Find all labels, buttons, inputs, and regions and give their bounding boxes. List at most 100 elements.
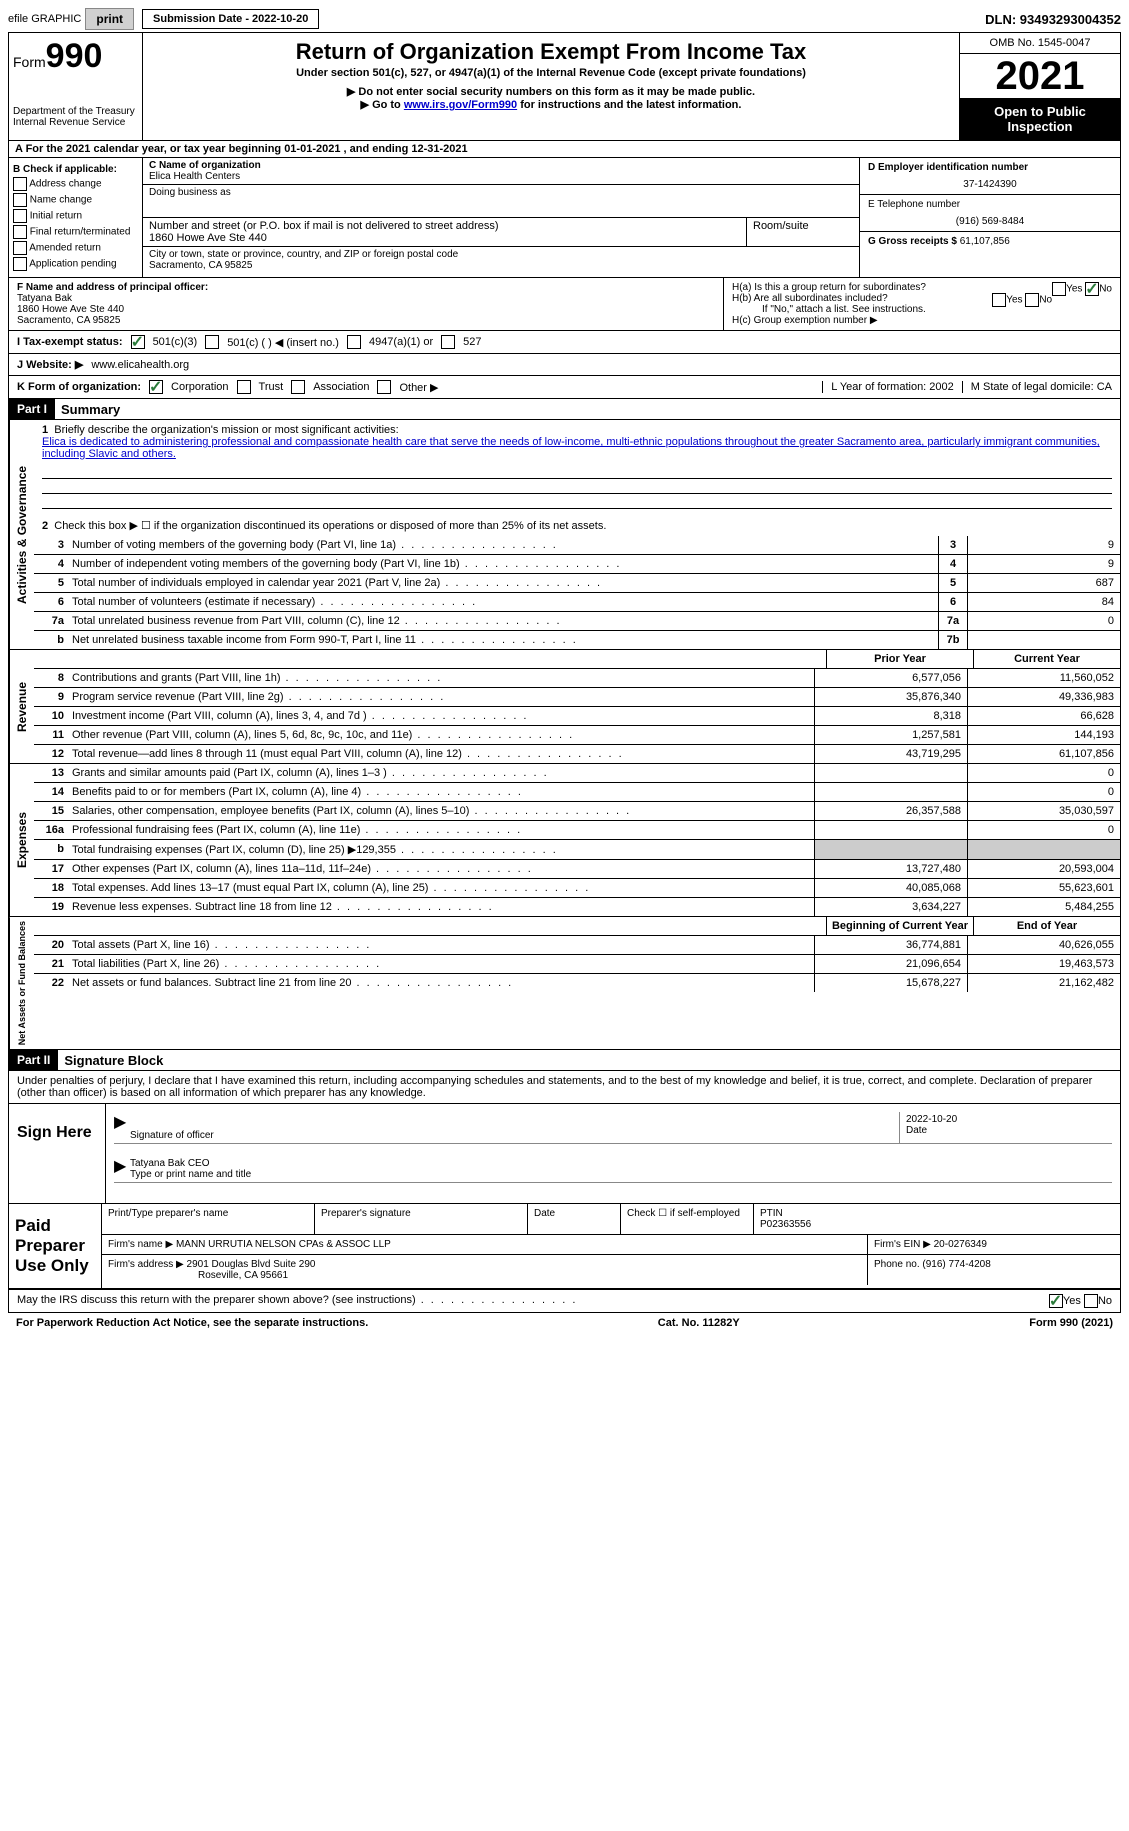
cb-trust[interactable] — [237, 380, 251, 394]
summary-line: 11Other revenue (Part VIII, column (A), … — [34, 726, 1120, 745]
org-city: Sacramento, CA 95825 — [149, 260, 853, 271]
cb-name-change[interactable] — [13, 193, 27, 207]
omb-number: OMB No. 1545-0047 — [960, 33, 1120, 54]
firm-addr1: 2901 Douglas Blvd Suite 290 — [187, 1259, 316, 1270]
sig-date: 2022-10-20 — [906, 1114, 1106, 1125]
cb-final[interactable] — [13, 225, 27, 239]
cb-discuss-no[interactable] — [1084, 1294, 1098, 1308]
line2-text: Check this box ▶ ☐ if the organization d… — [54, 520, 606, 532]
netassets-label: Net Assets or Fund Balances — [9, 917, 34, 1049]
tax-status-label: I Tax-exempt status: — [17, 336, 123, 348]
rev-header: Prior Year Current Year — [34, 650, 1120, 669]
row-j: J Website: ▶ www.elicahealth.org — [9, 354, 1120, 376]
activities-label: Activities & Governance — [9, 420, 34, 649]
summary-line: 19Revenue less expenses. Subtract line 1… — [34, 898, 1120, 916]
preparer-section: Paid Preparer Use Only Print/Type prepar… — [9, 1204, 1120, 1289]
firm-phone: (916) 774-4208 — [922, 1259, 990, 1270]
firm-name: MANN URRUTIA NELSON CPAs & ASSOC LLP — [176, 1239, 391, 1250]
firm-phone-label: Phone no. — [874, 1259, 920, 1270]
website-value: www.elicahealth.org — [91, 359, 189, 371]
summary-line: bTotal fundraising expenses (Part IX, co… — [34, 840, 1120, 860]
summary-line: 3Number of voting members of the governi… — [34, 536, 1120, 555]
state-domicile: M State of legal domicile: CA — [962, 381, 1112, 393]
note-ssn: ▶ Do not enter social security numbers o… — [151, 85, 951, 98]
firm-ein-label: Firm's EIN ▶ — [874, 1239, 931, 1250]
prior-year-h: Prior Year — [826, 650, 973, 668]
mission-text: Elica is dedicated to administering prof… — [42, 436, 1100, 460]
summary-line: 16aProfessional fundraising fees (Part I… — [34, 821, 1120, 840]
lbl-initial: Initial return — [30, 211, 82, 222]
lbl-name-change: Name change — [30, 195, 92, 206]
cb-4947[interactable] — [347, 335, 361, 349]
part2-header-row: Part II Signature Block — [9, 1050, 1120, 1071]
phone-label: E Telephone number — [868, 199, 1112, 210]
activities-section: Activities & Governance 1 Briefly descri… — [9, 420, 1120, 650]
summary-line: 6Total number of volunteers (estimate if… — [34, 593, 1120, 612]
cb-assoc[interactable] — [291, 380, 305, 394]
cb-hb-yes[interactable] — [992, 293, 1006, 307]
cb-corp[interactable] — [149, 380, 163, 394]
sign-here-label: Sign Here — [9, 1104, 106, 1203]
inspection-label: Open to Public Inspection — [960, 98, 1120, 140]
opt-4947: 4947(a)(1) or — [369, 336, 433, 348]
form-subtitle: Under section 501(c), 527, or 4947(a)(1)… — [151, 67, 951, 79]
revenue-section: Revenue Prior Year Current Year 8Contrib… — [9, 650, 1120, 764]
header-left: Form990 Department of the Treasury Inter… — [9, 33, 143, 140]
addr-label: Number and street (or P.O. box if mail i… — [149, 220, 740, 232]
summary-line: 15Salaries, other compensation, employee… — [34, 802, 1120, 821]
org-name-label: C Name of organization — [149, 160, 853, 171]
cb-initial[interactable] — [13, 209, 27, 223]
header-center: Return of Organization Exempt From Incom… — [143, 33, 959, 140]
ptin-value: P02363556 — [760, 1219, 811, 1230]
cb-hb-no[interactable] — [1025, 293, 1039, 307]
cb-501c[interactable] — [205, 335, 219, 349]
lbl-final: Final return/terminated — [30, 227, 131, 238]
summary-line: 9Program service revenue (Part VIII, lin… — [34, 688, 1120, 707]
expenses-label: Expenses — [9, 764, 34, 916]
dba-label: Doing business as — [149, 187, 853, 198]
mission-label: Briefly describe the organization's miss… — [54, 424, 398, 436]
cat-number: Cat. No. 11282Y — [658, 1317, 740, 1329]
cb-527[interactable] — [441, 335, 455, 349]
cb-other[interactable] — [377, 380, 391, 394]
paperwork-notice: For Paperwork Reduction Act Notice, see … — [16, 1317, 368, 1329]
opt-corp: Corporation — [171, 381, 228, 393]
col-b-checkboxes: B Check if applicable: Address change Na… — [9, 158, 143, 277]
officer-addr1: 1860 Howe Ave Ste 440 — [17, 304, 715, 315]
opt-assoc: Association — [313, 381, 369, 393]
row-i: I Tax-exempt status: 501(c)(3) 501(c) ( … — [9, 331, 1120, 354]
summary-line: 10Investment income (Part VIII, column (… — [34, 707, 1120, 726]
summary-line: 4Number of independent voting members of… — [34, 555, 1120, 574]
cb-pending[interactable] — [13, 257, 27, 271]
summary-line: 5Total number of individuals employed in… — [34, 574, 1120, 593]
irs-link[interactable]: www.irs.gov/Form990 — [404, 99, 517, 111]
summary-line: 14Benefits paid to or for members (Part … — [34, 783, 1120, 802]
firm-addr2: Roseville, CA 95661 — [108, 1270, 288, 1281]
cb-address-change[interactable] — [13, 177, 27, 191]
cb-501c3[interactable] — [131, 335, 145, 349]
note2-prefix: ▶ Go to — [361, 99, 404, 111]
summary-line: 21Total liabilities (Part X, line 26)21,… — [34, 955, 1120, 974]
summary-line: 22Net assets or fund balances. Subtract … — [34, 974, 1120, 992]
lbl-amended: Amended return — [29, 243, 101, 254]
ptin-label: PTIN — [760, 1208, 783, 1219]
org-name: Elica Health Centers — [149, 171, 853, 182]
cb-amended[interactable] — [13, 241, 27, 255]
part2-header: Part II — [9, 1050, 58, 1070]
part1-header: Part I — [9, 399, 55, 419]
part2-title: Signature Block — [58, 1053, 163, 1068]
cb-ha-no[interactable] — [1085, 282, 1099, 296]
cb-ha-yes[interactable] — [1052, 282, 1066, 296]
discuss-text: May the IRS discuss this return with the… — [17, 1294, 577, 1308]
row-k: K Form of organization: Corporation Trus… — [9, 376, 1120, 399]
org-address: 1860 Howe Ave Ste 440 — [149, 232, 740, 244]
print-button[interactable]: print — [85, 8, 134, 30]
sign-section: Sign Here ▶ Signature of officer 2022-10… — [9, 1104, 1120, 1204]
prep-h3: Date — [528, 1204, 621, 1234]
hb-note: If "No," attach a list. See instructions… — [732, 304, 1112, 315]
col-c-org-info: C Name of organization Elica Health Cent… — [143, 158, 860, 277]
hb-label: H(b) Are all subordinates included? — [732, 293, 888, 304]
efile-label: efile GRAPHIC — [8, 13, 81, 25]
cb-discuss-yes[interactable] — [1049, 1294, 1063, 1308]
prep-h4: Check ☐ if self-employed — [621, 1204, 754, 1234]
